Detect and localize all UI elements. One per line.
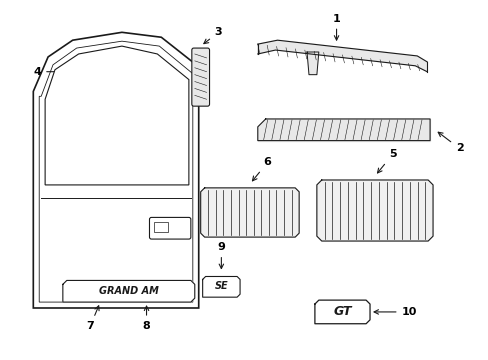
Text: GT: GT bbox=[332, 305, 351, 319]
Text: SE: SE bbox=[214, 281, 228, 291]
Polygon shape bbox=[306, 52, 318, 75]
Polygon shape bbox=[314, 300, 369, 324]
Text: 6: 6 bbox=[252, 157, 271, 181]
Text: 3: 3 bbox=[203, 27, 222, 44]
Text: 5: 5 bbox=[377, 149, 396, 173]
Polygon shape bbox=[45, 46, 188, 185]
FancyBboxPatch shape bbox=[191, 48, 209, 106]
Text: 4: 4 bbox=[33, 67, 68, 77]
Polygon shape bbox=[200, 188, 299, 237]
Polygon shape bbox=[63, 280, 194, 302]
Polygon shape bbox=[257, 40, 426, 72]
Text: GRAND AM: GRAND AM bbox=[99, 286, 159, 296]
Text: 8: 8 bbox=[142, 306, 150, 331]
Text: 2: 2 bbox=[437, 132, 463, 153]
Polygon shape bbox=[202, 276, 240, 297]
Text: 1: 1 bbox=[332, 14, 340, 40]
Bar bbox=[154, 222, 168, 232]
Text: 9: 9 bbox=[217, 242, 225, 269]
Text: 10: 10 bbox=[373, 307, 416, 317]
Polygon shape bbox=[316, 180, 432, 241]
Text: 7: 7 bbox=[86, 306, 99, 331]
Polygon shape bbox=[257, 119, 429, 141]
